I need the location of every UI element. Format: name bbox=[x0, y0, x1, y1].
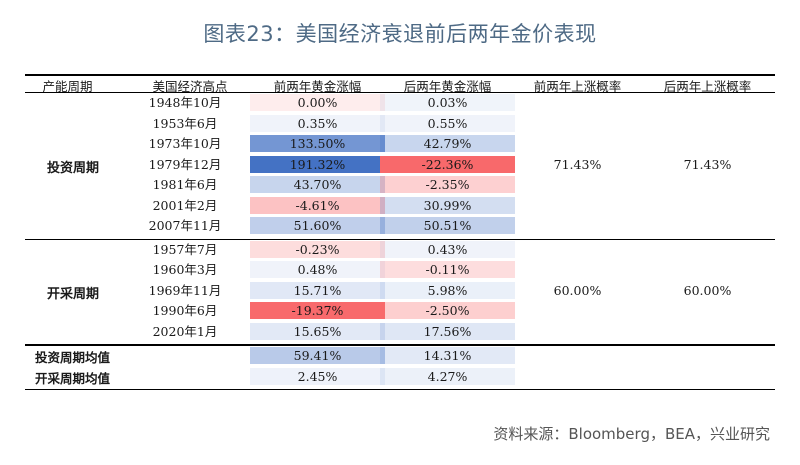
peak-date-cell: 2020年1月 bbox=[152, 323, 218, 339]
before-gain-cell: 0.35% bbox=[250, 114, 385, 132]
after-gain-cell: -0.11% bbox=[380, 261, 515, 278]
before-prob-value: 60.00% bbox=[553, 282, 602, 298]
peak-date-cell: 1957年7月 bbox=[152, 241, 218, 257]
average-after-cell: 14.31% bbox=[380, 347, 515, 364]
average-row-label: 投资周期均值 bbox=[35, 350, 111, 365]
before-gain-cell: 0.48% bbox=[250, 261, 385, 278]
before-gain-cell: 15.71% bbox=[250, 281, 385, 299]
cycle-group-label: 投资周期 bbox=[47, 160, 100, 176]
peak-date-cell: 1960年3月 bbox=[152, 262, 218, 277]
peak-date-cell: 1948年10月 bbox=[148, 95, 222, 110]
after-gain-cell: -2.35% bbox=[380, 176, 515, 193]
bottom-rule bbox=[25, 389, 775, 390]
peak-date-cell: 1969年11月 bbox=[148, 282, 222, 298]
peak-date-cell: 2001年2月 bbox=[152, 197, 218, 213]
header-before-gain: 前两年黄金涨幅 bbox=[273, 79, 362, 94]
top-rule bbox=[25, 74, 775, 76]
before-gain-cell: 15.65% bbox=[250, 322, 385, 340]
peak-date-cell: 1979年12月 bbox=[148, 156, 222, 172]
average-before-cell: 2.45% bbox=[250, 367, 385, 385]
header-after-gain: 后两年黄金涨幅 bbox=[403, 79, 492, 94]
after-gain-cell: 0.03% bbox=[380, 94, 515, 111]
peak-date-cell: 1953年6月 bbox=[152, 115, 218, 131]
after-gain-cell: 5.98% bbox=[380, 281, 515, 299]
before-gain-cell: 43.70% bbox=[250, 176, 385, 193]
header-before-prob: 前两年上涨概率 bbox=[533, 79, 622, 94]
figure-title: 图表23：美国经济衰退前后两年金价表现 bbox=[203, 22, 597, 46]
before-gain-cell: -0.23% bbox=[250, 240, 385, 258]
group-rule bbox=[25, 238, 775, 240]
after-prob-value: 60.00% bbox=[683, 282, 732, 298]
after-gain-cell: 0.43% bbox=[380, 240, 515, 258]
average-row-label: 开采周期均值 bbox=[35, 370, 111, 386]
source-note: 资料来源：Bloomberg，BEA，兴业研究 bbox=[493, 425, 770, 443]
before-prob-value: 71.43% bbox=[553, 156, 602, 172]
before-gain-cell: -19.37% bbox=[250, 302, 385, 319]
peak-date-cell: 1990年6月 bbox=[152, 303, 218, 318]
after-prob-value: 71.43% bbox=[683, 156, 732, 172]
after-gain-cell: -22.36% bbox=[380, 155, 515, 173]
after-gain-cell: 50.51% bbox=[380, 217, 515, 234]
average-before-cell: 59.41% bbox=[250, 347, 385, 364]
header-after-prob: 后两年上涨概率 bbox=[663, 79, 752, 94]
cycle-group-label: 开采周期 bbox=[47, 286, 100, 302]
group-rule bbox=[25, 344, 775, 346]
peak-date-cell: 1981年6月 bbox=[152, 177, 218, 192]
peak-date-cell: 2007年11月 bbox=[148, 218, 222, 233]
header-peak: 美国经济高点 bbox=[152, 79, 228, 94]
gold-performance-table: 产能周期 美国经济高点 前两年黄金涨幅 后两年黄金涨幅 前两年上涨概率 后两年上… bbox=[25, 74, 775, 390]
after-gain-cell: 17.56% bbox=[380, 322, 515, 340]
before-gain-cell: 51.60% bbox=[250, 217, 385, 234]
header-cycle: 产能周期 bbox=[42, 79, 93, 94]
before-gain-cell: 191.32% bbox=[250, 155, 385, 173]
header-rule bbox=[25, 92, 775, 93]
after-gain-cell: -2.50% bbox=[380, 302, 515, 319]
average-after-cell: 4.27% bbox=[380, 367, 515, 385]
peak-date-cell: 1973年10月 bbox=[148, 136, 222, 151]
before-gain-cell: 0.00% bbox=[250, 94, 385, 111]
before-gain-cell: 133.50% bbox=[250, 135, 385, 152]
after-gain-cell: 30.99% bbox=[380, 196, 515, 214]
before-gain-cell: -4.61% bbox=[250, 196, 385, 214]
after-gain-cell: 0.55% bbox=[380, 114, 515, 132]
after-gain-cell: 42.79% bbox=[380, 135, 515, 152]
